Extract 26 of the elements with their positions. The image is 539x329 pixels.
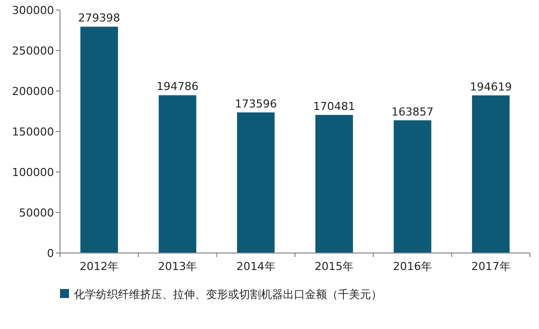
x-tick-label: 2014年	[236, 260, 276, 273]
y-tick-label: 50000	[19, 206, 54, 220]
y-tick-label: 200000	[12, 85, 54, 98]
bar	[394, 120, 432, 253]
x-tick-label: 2016年	[393, 260, 432, 273]
x-tick-label: 2017年	[471, 260, 510, 273]
x-tick-label: 2013年	[158, 260, 197, 273]
x-tick-label: 2012年	[80, 260, 119, 273]
data-label: 173596	[234, 97, 277, 110]
y-tick-label: 300000	[12, 4, 54, 17]
data-label: 194786	[156, 80, 198, 94]
x-tick-label: 2015年	[314, 260, 354, 273]
bar	[158, 95, 196, 253]
bar	[315, 114, 353, 253]
y-tick-label: 100000	[12, 166, 54, 179]
bar	[472, 95, 510, 253]
data-label: 194619	[470, 80, 512, 94]
y-tick-label: 150000	[12, 126, 54, 138]
bar	[237, 112, 275, 253]
data-label: 163857	[392, 105, 434, 118]
data-label: 279398	[78, 12, 120, 25]
bar	[80, 26, 118, 253]
data-label: 170481	[313, 100, 356, 113]
legend-label: 化学纺织纤维挤压、拉伸、变形或切割机器出口金额（千美元）	[74, 288, 382, 301]
y-tick-label: 0	[47, 247, 54, 260]
y-tick-label: 250000	[12, 44, 54, 58]
